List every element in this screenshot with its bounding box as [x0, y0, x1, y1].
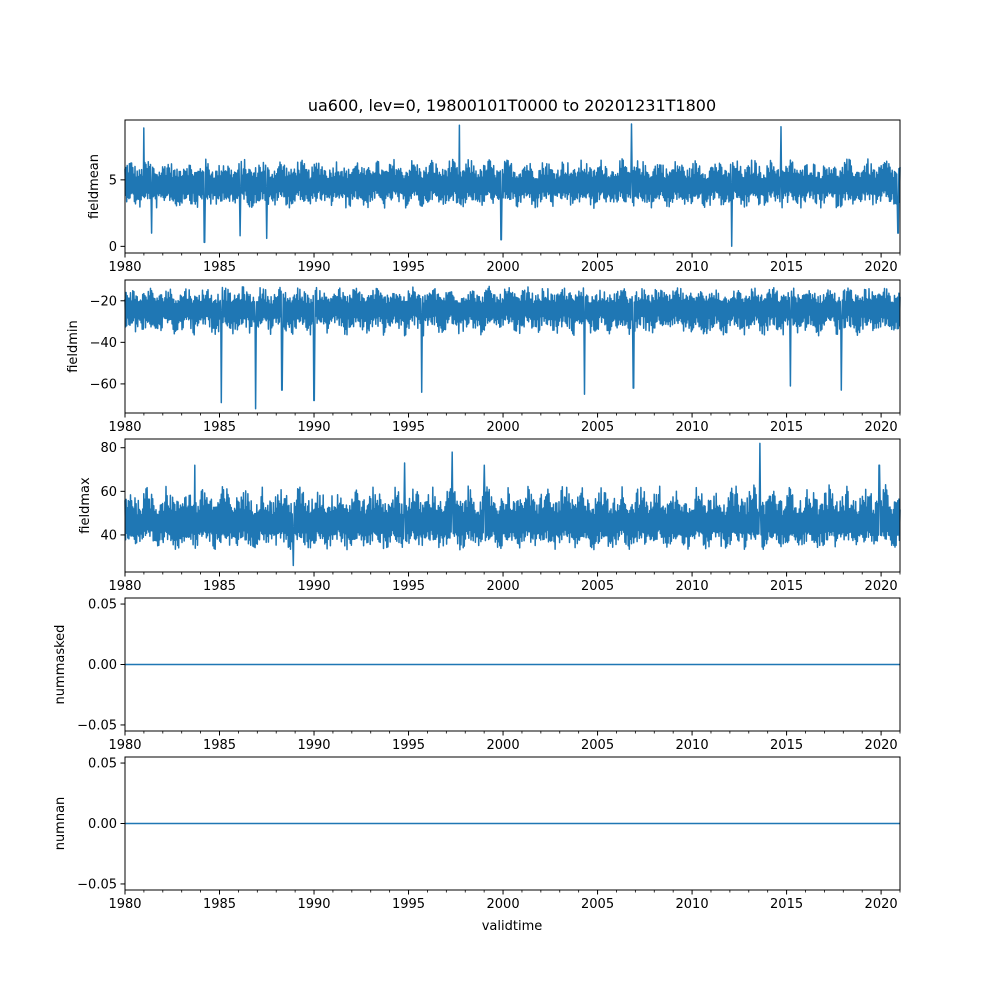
y-tick-label: 60 — [100, 485, 117, 500]
x-tick-label: 2020 — [865, 897, 898, 912]
y-tick-label: −40 — [90, 336, 117, 351]
x-tick-label: 1995 — [392, 260, 425, 275]
x-tick-label: 2015 — [770, 738, 803, 753]
x-tick-label: 2020 — [865, 738, 898, 753]
y-axis-label: nummasked — [53, 625, 68, 705]
x-tick-label: 2010 — [676, 420, 709, 435]
x-tick-label: 2010 — [676, 579, 709, 594]
y-axis-label: fieldmin — [66, 320, 81, 373]
x-tick-label: 1980 — [108, 738, 141, 753]
x-tick-label: 1995 — [392, 897, 425, 912]
x-tick-label: 2015 — [770, 579, 803, 594]
x-tick-label: 1980 — [108, 420, 141, 435]
axes-frame — [124, 438, 901, 573]
x-tick-label: 1985 — [203, 897, 236, 912]
y-tick-label: 80 — [100, 441, 117, 456]
chart-title: ua600, lev=0, 19800101T0000 to 20201231T… — [308, 96, 716, 115]
x-axis-label: validtime — [482, 919, 543, 934]
x-tick-label: 2015 — [770, 260, 803, 275]
y-tick-label: −60 — [90, 377, 117, 392]
x-tick-label: 2000 — [487, 738, 520, 753]
x-tick-label: 2010 — [676, 260, 709, 275]
x-tick-label: 2010 — [676, 738, 709, 753]
y-tick-label: 0.00 — [88, 817, 117, 832]
x-tick-label: 1980 — [108, 260, 141, 275]
x-tick-label: 1985 — [203, 420, 236, 435]
x-tick-label: 1995 — [392, 420, 425, 435]
y-axis-label: fieldmean — [87, 154, 102, 219]
x-tick-label: 1985 — [203, 738, 236, 753]
x-tick-label: 2000 — [487, 579, 520, 594]
x-tick-label: 2020 — [865, 579, 898, 594]
x-tick-label: 2010 — [676, 897, 709, 912]
x-tick-label: 1985 — [203, 579, 236, 594]
panel-fieldmax: 1980 1985 1990 1995 2000 2005 2010 2015 2020 40 60… — [78, 438, 901, 594]
x-tick-label: 2005 — [581, 260, 614, 275]
x-tick-label: 1995 — [392, 738, 425, 753]
x-tick-label: 2020 — [865, 420, 898, 435]
x-tick-label: 2000 — [487, 897, 520, 912]
x-tick-label: 2000 — [487, 260, 520, 275]
y-tick-label: 0.05 — [88, 757, 117, 772]
x-tick-label: 2015 — [770, 420, 803, 435]
panel-numnan: 1980 1985 1990 1995 2000 2005 2010 2015 2020 −0.0… — [53, 756, 901, 912]
panel-nummasked: 1980 1985 1990 1995 2000 2005 2010 2015 2020 −0.0… — [53, 597, 901, 753]
y-axis-label: fieldmax — [78, 477, 93, 534]
x-tick-label: 1990 — [297, 260, 330, 275]
series-line — [124, 285, 901, 410]
y-tick-label: −20 — [90, 294, 117, 309]
y-tick-label: 0.05 — [88, 598, 117, 613]
y-tick-label: −0.05 — [77, 718, 117, 733]
x-tick-label: 1995 — [392, 579, 425, 594]
x-tick-label: 1980 — [108, 897, 141, 912]
y-tick-label: 0.00 — [88, 658, 117, 673]
y-tick-label: 5 — [109, 173, 117, 188]
x-tick-label: 1990 — [297, 738, 330, 753]
y-tick-label: 40 — [100, 528, 117, 543]
series-line — [124, 442, 901, 567]
panel-fieldmin: 1980 1985 1990 1995 2000 2005 2010 2015 2020 −60 −… — [66, 279, 901, 435]
axes-frame — [124, 279, 901, 414]
x-tick-label: 2000 — [487, 420, 520, 435]
x-tick-label: 1990 — [297, 897, 330, 912]
panel-fieldmean: 1980 1985 1990 1995 2000 2005 2010 2015 2020 0 5 fi… — [87, 119, 901, 275]
x-tick-label: 1990 — [297, 420, 330, 435]
x-tick-label: 2005 — [581, 738, 614, 753]
x-tick-label: 2015 — [770, 897, 803, 912]
x-tick-label: 1985 — [203, 260, 236, 275]
x-tick-label: 2020 — [865, 260, 898, 275]
y-tick-label: 0 — [109, 240, 117, 255]
y-tick-label: −0.05 — [77, 877, 117, 892]
x-tick-label: 1980 — [108, 579, 141, 594]
x-tick-label: 2005 — [581, 579, 614, 594]
series-line — [124, 123, 901, 248]
x-tick-label: 1990 — [297, 579, 330, 594]
axes-frame — [124, 119, 901, 254]
y-axis-label: numnan — [53, 797, 68, 851]
x-tick-label: 2005 — [581, 420, 614, 435]
x-tick-label: 2005 — [581, 897, 614, 912]
